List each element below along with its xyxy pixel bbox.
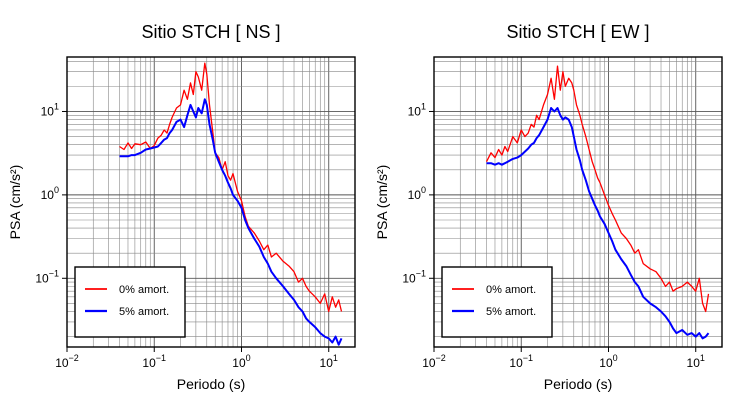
chart-title: Sitio STCH [ EW ] xyxy=(506,22,649,42)
legend-label: 0% amort. xyxy=(119,284,169,296)
legend: 0% amort. 5% amort. xyxy=(74,266,186,338)
legend: 0% amort. 5% amort. xyxy=(441,266,553,338)
tick-base: 10 xyxy=(142,356,156,370)
tick-exponent: 1 xyxy=(54,101,59,111)
y-tick-label: 100 xyxy=(41,185,59,202)
x-axis-label: Periodo (s) xyxy=(177,376,245,392)
x-tick-label: 101 xyxy=(320,353,338,370)
tick-base: 10 xyxy=(509,356,523,370)
tick-exponent: −1 xyxy=(523,353,533,363)
y-tick-label: 101 xyxy=(41,101,59,118)
tick-exponent: 1 xyxy=(333,353,338,363)
tick-base: 10 xyxy=(599,356,613,370)
y-axis-label: PSA (cm/s²) xyxy=(7,165,23,240)
tick-base: 10 xyxy=(687,356,701,370)
x-axis-label: Periodo (s) xyxy=(544,376,612,392)
x-tick-label: 10−1 xyxy=(509,353,533,370)
tick-exponent: −1 xyxy=(49,268,59,278)
tick-exponent: 0 xyxy=(421,185,426,195)
x-tick-label: 101 xyxy=(687,353,705,370)
tick-base: 10 xyxy=(320,356,334,370)
y-tick-label: 101 xyxy=(408,101,426,118)
tick-base: 10 xyxy=(41,104,55,118)
legend-label: 0% amort. xyxy=(486,284,536,296)
plot-frame xyxy=(433,56,723,348)
tick-base: 10 xyxy=(408,104,422,118)
series-line-damp-5 xyxy=(486,107,710,340)
y-tick-label: 10−1 xyxy=(35,268,59,285)
tick-base: 10 xyxy=(55,356,69,370)
tick-exponent: 0 xyxy=(54,185,59,195)
tick-base: 10 xyxy=(422,356,436,370)
tick-exponent: −1 xyxy=(156,353,166,363)
legend-box xyxy=(74,266,186,338)
x-tick-label: 10−1 xyxy=(142,353,166,370)
legend-label: 5% amort. xyxy=(486,306,536,318)
x-tick-label: 100 xyxy=(232,353,250,370)
legend-box xyxy=(441,266,553,338)
grid xyxy=(67,57,355,347)
chart-title: Sitio STCH [ NS ] xyxy=(141,22,280,42)
tick-exponent: −1 xyxy=(416,268,426,278)
x-tick-label: 10−2 xyxy=(55,353,79,370)
tick-base: 10 xyxy=(35,271,49,285)
tick-exponent: 1 xyxy=(700,353,705,363)
y-axis-label: PSA (cm/s²) xyxy=(374,165,390,240)
series-line-damp-0 xyxy=(485,65,710,313)
tick-exponent: 1 xyxy=(421,101,426,111)
legend-label: 5% amort. xyxy=(119,306,169,318)
tick-base: 10 xyxy=(232,356,246,370)
tick-base: 10 xyxy=(408,188,422,202)
tick-exponent: 0 xyxy=(246,353,251,363)
series-line-damp-5 xyxy=(119,98,343,346)
x-tick-label: 10−2 xyxy=(422,353,446,370)
tick-exponent: −2 xyxy=(69,353,79,363)
tick-exponent: 0 xyxy=(613,353,618,363)
x-tick-label: 100 xyxy=(599,353,617,370)
tick-base: 10 xyxy=(402,271,416,285)
tick-exponent: −2 xyxy=(436,353,446,363)
y-tick-label: 100 xyxy=(408,185,426,202)
tick-base: 10 xyxy=(41,188,55,202)
y-tick-label: 10−1 xyxy=(402,268,426,285)
plot-frame xyxy=(66,56,356,348)
